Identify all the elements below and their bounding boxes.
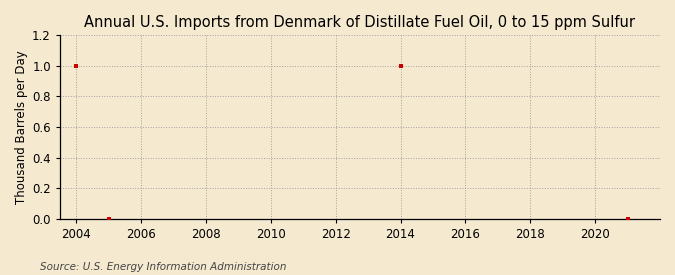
Title: Annual U.S. Imports from Denmark of Distillate Fuel Oil, 0 to 15 ppm Sulfur: Annual U.S. Imports from Denmark of Dist…: [84, 15, 635, 30]
Text: Source: U.S. Energy Information Administration: Source: U.S. Energy Information Administ…: [40, 262, 287, 272]
Y-axis label: Thousand Barrels per Day: Thousand Barrels per Day: [15, 50, 28, 204]
